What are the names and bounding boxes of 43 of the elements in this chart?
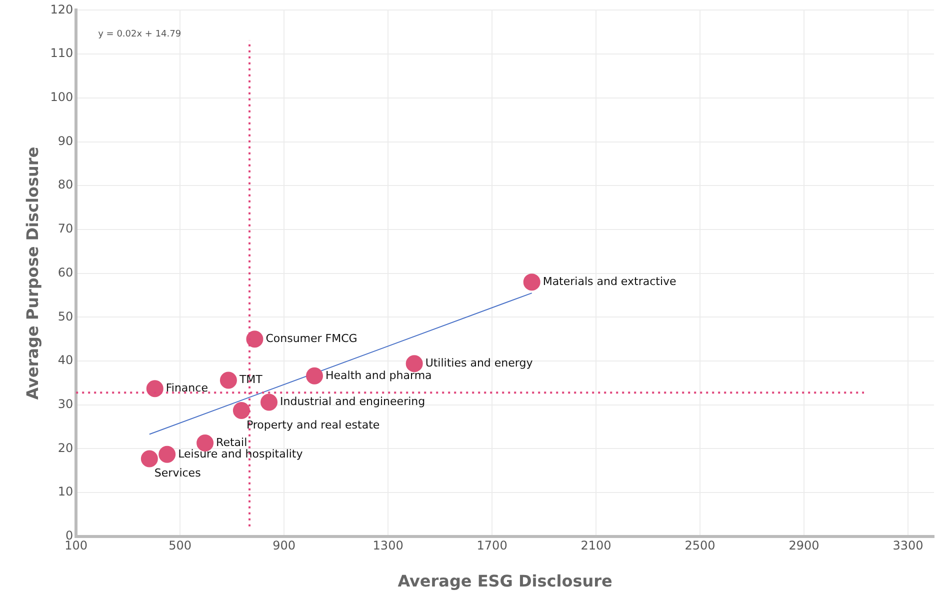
y-axis-title: Average Purpose Disclosure: [22, 146, 42, 400]
point: [140, 450, 158, 468]
annotation: Materials and extractive: [542, 274, 677, 288]
x-tick-label: 2100: [580, 538, 612, 553]
x-tick-label: 2900: [788, 538, 820, 553]
y-tick-label: 10: [58, 484, 74, 499]
x-tick-label: 900: [272, 538, 296, 553]
point: [220, 372, 237, 389]
annotation: Leisure and hospitality: [178, 447, 304, 460]
annotation: Health and pharma: [325, 368, 432, 382]
x-tick-label: 1700: [476, 538, 508, 553]
point: [523, 274, 540, 291]
point: [232, 402, 250, 420]
annotation: Utilities and energy: [425, 356, 534, 370]
annotation: y = 0.02x + 14.79: [98, 30, 182, 40]
y-tick-label: 70: [58, 222, 74, 236]
annotation: Finance: [166, 381, 208, 394]
y-tick-label: 40: [58, 353, 74, 368]
x-tick-label: 1300: [372, 538, 404, 553]
point: [246, 330, 264, 348]
y-tick-label: 60: [58, 265, 74, 280]
y-tick-label: 120: [50, 2, 74, 16]
x-axis-title: Average ESG Disclosure: [398, 572, 613, 591]
y-tick-label: 100: [50, 90, 74, 104]
annotation: Retail: [216, 436, 248, 449]
annotation: Consumer FMCG: [266, 332, 358, 345]
x-tick-label: 3300: [892, 538, 924, 553]
y-tick-label: 90: [58, 134, 74, 148]
point: [146, 380, 164, 398]
y-tick-label: 50: [58, 309, 74, 324]
x-tick-label: 500: [168, 538, 192, 553]
y-tick-label: 20: [58, 440, 74, 455]
x-tick-label: 2500: [684, 538, 716, 553]
y-tick-label: 110: [50, 46, 74, 60]
annotation: TMT: [238, 373, 263, 386]
point: [306, 367, 323, 384]
point: [260, 394, 278, 411]
y-tick-label: 30: [58, 396, 74, 411]
annotation: Services: [154, 466, 202, 480]
y-tick-label: 80: [58, 178, 74, 192]
point: [158, 446, 176, 463]
annotation: Industrial and engineering: [280, 395, 426, 408]
annotation: Property and real estate: [246, 418, 380, 432]
